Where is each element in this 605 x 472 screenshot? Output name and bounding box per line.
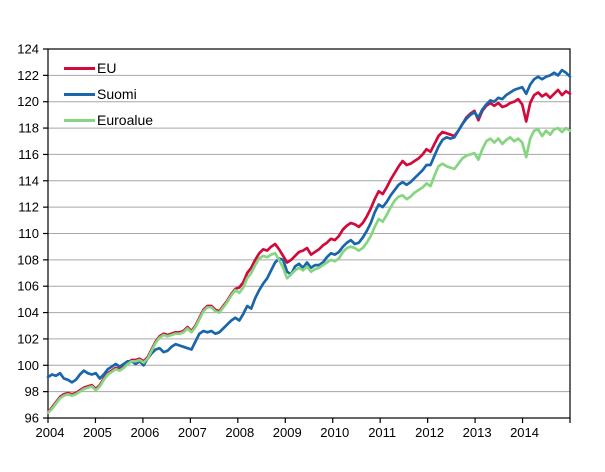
y-tick-label: 100 [17,358,39,373]
legend-item-suomi: Suomi [64,86,153,103]
y-tick-label: 114 [18,173,39,188]
legend-swatch-euroalue [64,119,95,122]
x-tick-label: 2007 [178,425,207,440]
x-tick-label: 2013 [463,425,492,440]
y-tick-label: 120 [17,94,39,109]
y-tick-label: 122 [17,68,39,83]
y-tick-label: 124 [17,42,39,57]
legend-label-euroalue: Euroalue [97,112,154,128]
series-line-euroalue [46,126,572,415]
y-tick-label: 112 [18,200,39,215]
x-tick-label: 2011 [368,425,396,440]
y-tick-label: 106 [17,279,39,294]
series-line-suomi [46,68,572,384]
y-tick-label: 104 [17,305,39,320]
y-tick-label: 108 [17,252,39,267]
x-tick-label: 2014 [510,425,539,440]
y-tick-label: 118 [18,121,39,136]
legend-swatch-suomi [64,93,95,96]
legend-item-eu: EU [64,60,153,77]
x-tick-label: 2005 [83,425,112,440]
y-tick-label: 96 [25,411,39,426]
y-tick-label: 110 [18,226,39,241]
y-tick-label: 116 [18,147,39,162]
legend-label-suomi: Suomi [97,86,137,102]
legend-swatch-eu [64,67,95,70]
y-tick-label: 98 [25,384,39,399]
legend-label-eu: EU [97,60,117,76]
x-tick-label: 2008 [225,425,254,440]
chart-legend: EU Suomi Euroalue [64,60,153,129]
x-tick-label: 2010 [320,425,349,440]
x-tick-label: 2006 [130,425,159,440]
legend-item-euroalue: Euroalue [64,112,153,129]
x-tick-label: 2004 [36,425,65,440]
x-tick-label: 2012 [415,425,444,440]
x-tick-label: 2009 [273,425,302,440]
y-tick-label: 102 [17,331,39,346]
